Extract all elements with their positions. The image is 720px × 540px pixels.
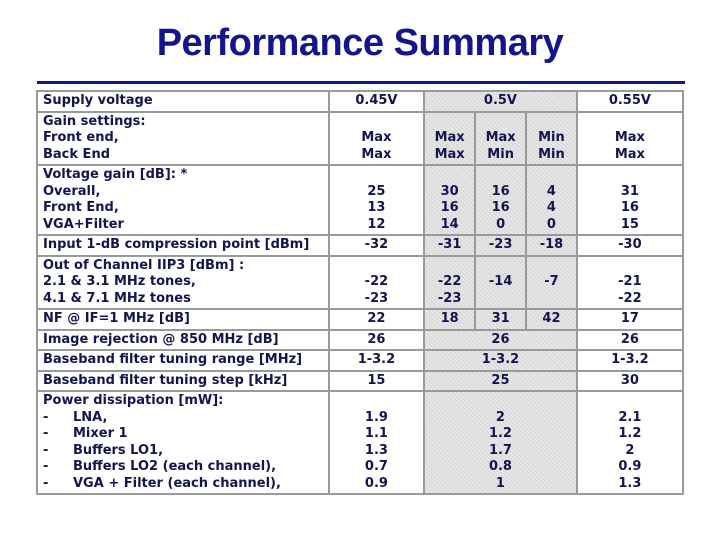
row-label: NF @ IF=1 MHz [dB] — [36, 308, 330, 331]
table-row-gain-settings: Gain settings: Front end, Back End Max Ma… — [36, 110, 685, 166]
cell: -31 — [423, 234, 477, 257]
cell: -32 — [327, 234, 426, 257]
cell: 1-3.2 — [423, 349, 578, 372]
table-row-tuning-step: Baseband filter tuning step [kHz] 15 25 … — [36, 369, 685, 392]
title-underline — [37, 81, 685, 84]
col-header-05: 0.5V — [423, 90, 578, 113]
cell: 15 — [327, 369, 426, 392]
cell: 17 — [575, 308, 685, 331]
cell: 26 — [423, 328, 578, 351]
cell: 16 16 0 — [474, 164, 528, 236]
cell: -30 — [575, 234, 685, 257]
row-label: Input 1-dB compression point [dBm] — [36, 234, 330, 257]
table-row-image-rejection: Image rejection @ 850 MHz [dB] 26 26 26 — [36, 328, 685, 351]
page-title: Performance Summary — [156, 22, 564, 64]
cell: -23 — [474, 234, 528, 257]
table-row-power: Power dissipation [mW]: - LNA, - Mixer 1 -… — [36, 390, 685, 495]
cell: -22 -23 — [423, 254, 477, 310]
cell: 1-3.2 — [327, 349, 426, 372]
table-row-compression: Input 1-dB compression point [dBm] -32 -… — [36, 234, 685, 257]
cell: -18 — [525, 234, 578, 257]
row-label: Supply voltage — [36, 90, 330, 113]
cell: 18 — [423, 308, 477, 331]
cell: Max Max — [575, 110, 685, 166]
table-row-supply: Supply voltage 0.45V 0.5V 0.55V — [36, 90, 685, 113]
cell: 2.1 1.2 2 0.9 1.3 — [575, 390, 685, 495]
table-row-nf: NF @ IF=1 MHz [dB] 22 18 31 42 17 — [36, 308, 685, 331]
table-row-iip3: Out of Channel IIP3 [dBm] : 2.1 & 3.1 MH… — [36, 254, 685, 310]
cell: Max Min — [474, 110, 528, 166]
cell: 25 13 12 — [327, 164, 426, 236]
cell: 22 — [327, 308, 426, 331]
row-label: Out of Channel IIP3 [dBm] : 2.1 & 3.1 MH… — [36, 254, 330, 310]
cell: 42 — [525, 308, 578, 331]
cell: 30 16 14 — [423, 164, 477, 236]
cell: 30 — [575, 369, 685, 392]
cell: Max Max — [423, 110, 477, 166]
cell: 31 16 15 — [575, 164, 685, 236]
row-label: Image rejection @ 850 MHz [dB] — [36, 328, 330, 351]
cell: 26 — [327, 328, 426, 351]
cell: -22 -23 — [327, 254, 426, 310]
cell: -7 — [525, 254, 578, 310]
table-row-voltage-gain: Voltage gain [dB]: * Overall, Front End,… — [36, 164, 685, 236]
cell: Max Max — [327, 110, 426, 166]
col-header-045: 0.45V — [327, 90, 426, 113]
cell: 25 — [423, 369, 578, 392]
cell: 31 — [474, 308, 528, 331]
cell: 1-3.2 — [575, 349, 685, 372]
col-header-055: 0.55V — [575, 90, 685, 113]
cell: Min Min — [525, 110, 578, 166]
cell: 2 1.2 1.7 0.8 1 — [423, 390, 578, 495]
cell: -14 — [474, 254, 528, 310]
performance-table: Supply voltage 0.45V 0.5V 0.55V Gain set… — [36, 90, 685, 495]
row-label: Gain settings: Front end, Back End — [36, 110, 330, 166]
row-label: Power dissipation [mW]: - LNA, - Mixer 1 -… — [36, 390, 330, 495]
cell: 26 — [575, 328, 685, 351]
row-label: Baseband filter tuning step [kHz] — [36, 369, 330, 392]
cell: -21 -22 — [575, 254, 685, 310]
table-row-tuning-range: Baseband filter tuning range [MHz] 1-3.2… — [36, 349, 685, 372]
row-label: Voltage gain [dB]: * Overall, Front End,… — [36, 164, 330, 236]
cell: 1.9 1.1 1.3 0.7 0.9 — [327, 390, 426, 495]
row-label: Baseband filter tuning range [MHz] — [36, 349, 330, 372]
